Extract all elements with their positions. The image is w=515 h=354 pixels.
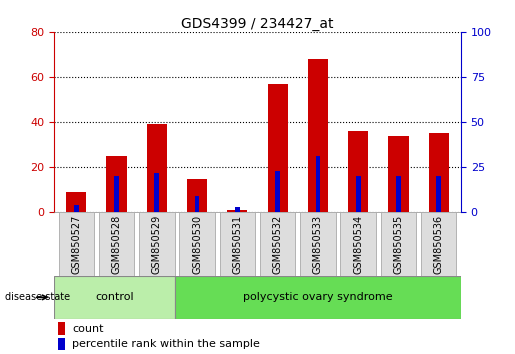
Bar [356, 176, 360, 212]
Text: GSM850527: GSM850527 [71, 215, 81, 274]
Text: GSM850533: GSM850533 [313, 215, 323, 274]
Bar [275, 171, 280, 212]
Bar [268, 84, 288, 212]
Bar [227, 210, 247, 212]
Text: polycystic ovary syndrome: polycystic ovary syndrome [243, 292, 393, 302]
Text: GSM850528: GSM850528 [112, 215, 122, 274]
Bar [147, 124, 167, 212]
Bar [436, 176, 441, 212]
FancyBboxPatch shape [54, 276, 175, 319]
Text: control: control [95, 292, 134, 302]
Bar [58, 338, 65, 350]
FancyBboxPatch shape [340, 212, 376, 276]
FancyBboxPatch shape [139, 212, 175, 276]
Bar [154, 173, 159, 212]
Text: GSM850532: GSM850532 [272, 215, 283, 274]
Text: GSM850529: GSM850529 [152, 215, 162, 274]
FancyBboxPatch shape [300, 212, 336, 276]
Bar [428, 133, 449, 212]
Bar [58, 322, 65, 335]
Bar [74, 205, 79, 212]
Bar [187, 178, 207, 212]
FancyBboxPatch shape [381, 212, 416, 276]
Bar [316, 156, 320, 212]
FancyBboxPatch shape [179, 212, 215, 276]
FancyBboxPatch shape [175, 276, 461, 319]
Text: percentile rank within the sample: percentile rank within the sample [73, 339, 260, 349]
Text: disease state: disease state [5, 292, 70, 302]
Bar [396, 176, 401, 212]
Text: GSM850534: GSM850534 [353, 215, 363, 274]
Bar [66, 192, 87, 212]
Text: count: count [73, 324, 104, 333]
Text: GSM850536: GSM850536 [434, 215, 444, 274]
FancyBboxPatch shape [59, 212, 94, 276]
FancyBboxPatch shape [260, 212, 296, 276]
Bar [235, 207, 240, 212]
Bar [388, 136, 408, 212]
FancyBboxPatch shape [99, 212, 134, 276]
Bar [308, 59, 328, 212]
FancyBboxPatch shape [421, 212, 456, 276]
Bar [107, 156, 127, 212]
FancyBboxPatch shape [219, 212, 255, 276]
Title: GDS4399 / 234427_at: GDS4399 / 234427_at [181, 17, 334, 31]
Bar [195, 196, 199, 212]
Text: GSM850531: GSM850531 [232, 215, 243, 274]
Text: GSM850535: GSM850535 [393, 215, 403, 274]
Text: GSM850530: GSM850530 [192, 215, 202, 274]
Bar [114, 176, 119, 212]
Bar [348, 131, 368, 212]
